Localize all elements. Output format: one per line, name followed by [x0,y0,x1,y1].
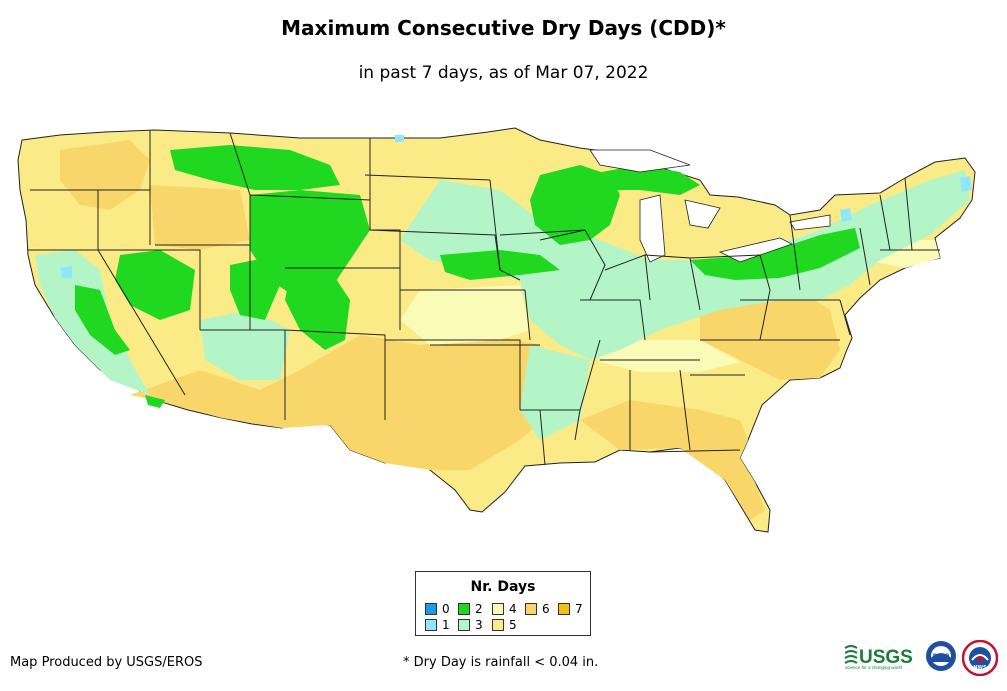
legend-label-0: 0 [442,602,450,616]
legend-swatch-6 [525,603,537,615]
legend-label-2: 2 [475,602,483,616]
map-title: Maximum Consecutive Dry Days (CDD)* [281,16,726,40]
state-boundaries [28,130,940,466]
dry-day-footnote: * Dry Day is rainfall < 0.04 in. [403,655,599,670]
usgs-tagline: science for a changing world [845,665,903,670]
legend-swatch-4 [492,603,504,615]
map-subtitle: in past 7 days, as of Mar 07, 2022 [358,63,649,83]
legend-label-5: 5 [509,618,517,632]
legend-label-1: 1 [442,618,450,632]
legend-swatch-2 [458,603,470,615]
legend-label-7: 7 [575,602,583,616]
nws-storm-icon [971,654,989,661]
noaa-logo-text: noaa [933,652,950,659]
noaa-bird-icon [931,653,951,662]
legend: Nr. Days 0 1 2 3 4 5 6 7 [415,571,591,636]
legend-label-3: 3 [475,618,483,632]
usgs-logo: USGS science for a changing world [844,645,913,670]
legend-swatch-3 [458,619,470,631]
great-lakes [589,149,831,263]
legend-label-6: 6 [542,602,550,616]
legend-title: Nr. Days [470,579,536,595]
usgs-wave-icon [844,645,858,664]
nws-logo: NWS [962,640,998,676]
usgs-logo-text: USGS [859,647,913,668]
legend-swatch-7 [558,603,570,615]
legend-swatch-5 [492,619,504,631]
noaa-logo: noaa [926,641,956,671]
cdd-2-regions [75,145,860,408]
legend-swatch-1 [425,619,437,631]
legend-label-4: 4 [509,602,517,616]
legend-swatch-0 [425,603,437,615]
cdd-1-regions [60,135,972,278]
nws-logo-text: NWS [973,665,987,671]
map-credit: Map Produced by USGS/EROS [10,655,203,670]
